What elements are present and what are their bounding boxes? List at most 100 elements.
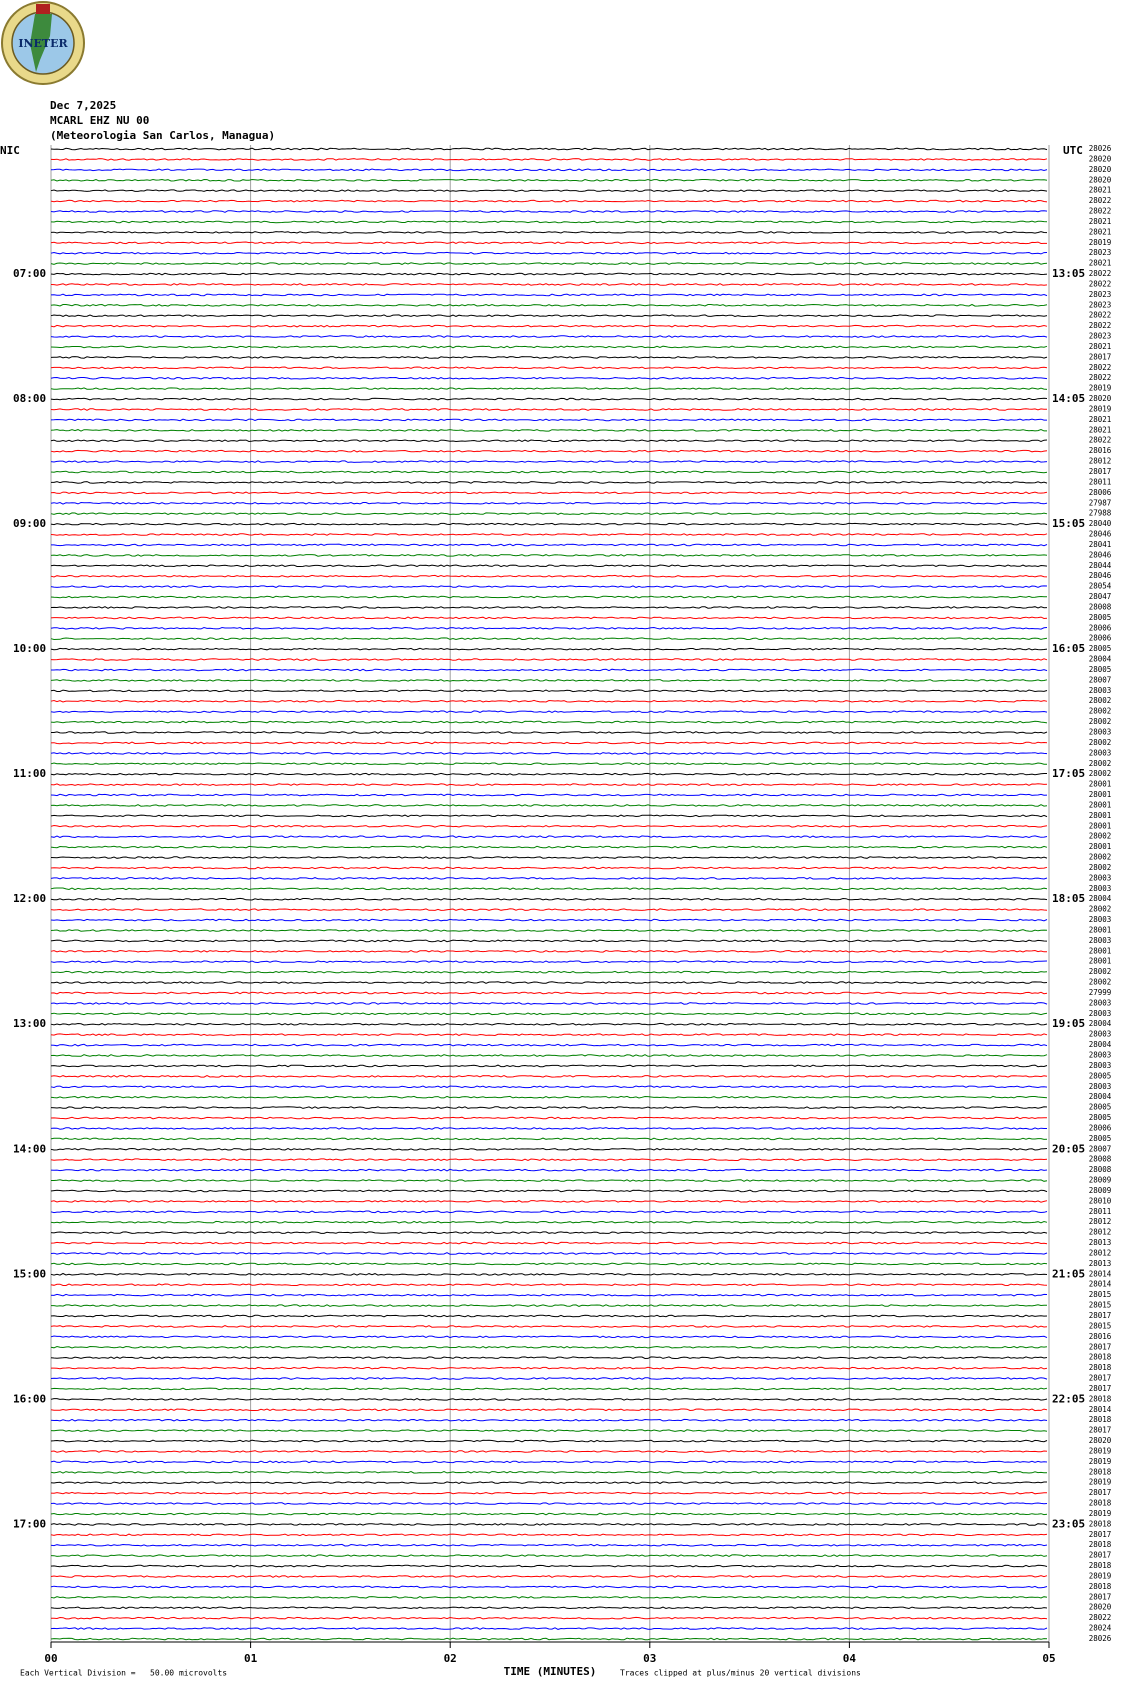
row-value: 28023 bbox=[1089, 300, 1112, 309]
trace bbox=[50, 637, 1048, 641]
row-value: 28017 bbox=[1089, 1384, 1112, 1393]
left-hour-label: 12:00 bbox=[13, 892, 46, 905]
trace bbox=[50, 251, 1048, 255]
row-value: 28022 bbox=[1089, 269, 1112, 278]
trace bbox=[51, 1366, 1048, 1370]
trace bbox=[50, 220, 1048, 224]
trace bbox=[50, 491, 1048, 495]
trace bbox=[50, 918, 1048, 922]
row-value: 28017 bbox=[1089, 1342, 1112, 1351]
row-value: 28054 bbox=[1089, 582, 1112, 591]
row-value: 28011 bbox=[1089, 477, 1112, 486]
trace bbox=[50, 158, 1048, 161]
trace bbox=[50, 408, 1048, 411]
trace bbox=[50, 324, 1048, 328]
row-value: 28009 bbox=[1089, 1186, 1112, 1195]
row-value: 28008 bbox=[1089, 1165, 1112, 1174]
row-value: 28019 bbox=[1089, 384, 1112, 393]
trace bbox=[50, 168, 1048, 172]
row-value: 28017 bbox=[1089, 1426, 1112, 1435]
row-value: 28002 bbox=[1089, 978, 1112, 987]
trace bbox=[50, 1345, 1048, 1349]
trace bbox=[50, 345, 1048, 349]
row-value: 28026 bbox=[1089, 144, 1112, 153]
row-value: 28005 bbox=[1089, 613, 1112, 622]
trace bbox=[50, 679, 1048, 682]
right-hour-label: 16:05 bbox=[1052, 642, 1085, 655]
row-value: 28014 bbox=[1089, 1280, 1112, 1289]
right-hour-label: 19:05 bbox=[1052, 1017, 1085, 1030]
row-value: 28003 bbox=[1089, 727, 1112, 736]
trace bbox=[50, 793, 1048, 797]
trace bbox=[50, 1325, 1048, 1328]
row-value: 28002 bbox=[1089, 905, 1112, 914]
left-hour-label: 14:00 bbox=[13, 1142, 46, 1155]
row-value: 28019 bbox=[1089, 238, 1112, 247]
trace bbox=[51, 543, 1048, 547]
row-value: 28006 bbox=[1089, 1123, 1112, 1132]
row-value: 28021 bbox=[1089, 342, 1112, 351]
date: Dec 7,2025 bbox=[50, 99, 116, 112]
left-hour-label: 10:00 bbox=[13, 642, 46, 655]
trace bbox=[50, 272, 1048, 276]
row-value: 28024 bbox=[1089, 1624, 1112, 1633]
row-value: 28002 bbox=[1089, 863, 1112, 872]
x-tick-label: 01 bbox=[244, 1652, 258, 1665]
logo-flag bbox=[36, 4, 50, 14]
trace bbox=[50, 428, 1047, 432]
row-value: 28022 bbox=[1089, 311, 1112, 320]
row-value: 28022 bbox=[1089, 373, 1112, 382]
x-tick-label: 04 bbox=[843, 1652, 857, 1665]
row-value: 28001 bbox=[1089, 780, 1112, 789]
trace bbox=[50, 1200, 1048, 1203]
row-value: 28020 bbox=[1089, 154, 1112, 163]
trace bbox=[50, 1106, 1048, 1109]
row-value: 28002 bbox=[1089, 717, 1112, 726]
trace bbox=[50, 585, 1048, 588]
logo-land bbox=[30, 14, 52, 72]
trace bbox=[50, 564, 1048, 568]
trace bbox=[50, 1022, 1048, 1026]
trace bbox=[50, 1439, 1048, 1443]
trace bbox=[50, 1470, 1048, 1474]
station: MCARL EHZ NU 00 bbox=[50, 114, 149, 127]
trace bbox=[50, 1429, 1048, 1432]
trace bbox=[50, 1627, 1048, 1630]
row-value: 28001 bbox=[1089, 821, 1112, 830]
row-value: 28022 bbox=[1089, 279, 1112, 288]
row-value: 28003 bbox=[1089, 748, 1112, 757]
trace bbox=[50, 231, 1048, 234]
trace bbox=[50, 1398, 1048, 1401]
trace bbox=[50, 741, 1048, 745]
trace bbox=[50, 1637, 1048, 1641]
left-hour-label: 08:00 bbox=[13, 392, 46, 405]
trace bbox=[50, 199, 1048, 203]
row-value: 28010 bbox=[1089, 1196, 1112, 1205]
row-value: 28040 bbox=[1089, 519, 1112, 528]
trace bbox=[50, 981, 1048, 984]
row-value: 28017 bbox=[1089, 352, 1112, 361]
row-value: 28016 bbox=[1089, 446, 1112, 455]
trace bbox=[50, 647, 1048, 651]
row-value: 28046 bbox=[1089, 530, 1112, 539]
trace bbox=[50, 522, 1048, 526]
right-hour-label: 23:05 bbox=[1052, 1517, 1085, 1530]
trace bbox=[50, 1168, 1048, 1172]
trace bbox=[50, 1095, 1048, 1099]
row-value: 28022 bbox=[1089, 196, 1112, 205]
trace bbox=[50, 939, 1048, 943]
row-value: 28018 bbox=[1089, 1363, 1112, 1372]
left-hour-label: 15:00 bbox=[13, 1267, 46, 1280]
trace bbox=[50, 1074, 1048, 1078]
row-value: 28013 bbox=[1089, 1259, 1112, 1268]
right-hour-label: 17:05 bbox=[1052, 767, 1085, 780]
trace bbox=[50, 1272, 1048, 1276]
row-value: 28018 bbox=[1089, 1561, 1112, 1570]
trace bbox=[50, 1262, 1048, 1266]
trace bbox=[50, 1147, 1048, 1151]
trace bbox=[50, 960, 1048, 964]
trace bbox=[50, 699, 1048, 703]
trace bbox=[50, 1554, 1048, 1557]
trace bbox=[50, 970, 1048, 974]
row-value: 28002 bbox=[1089, 967, 1112, 976]
